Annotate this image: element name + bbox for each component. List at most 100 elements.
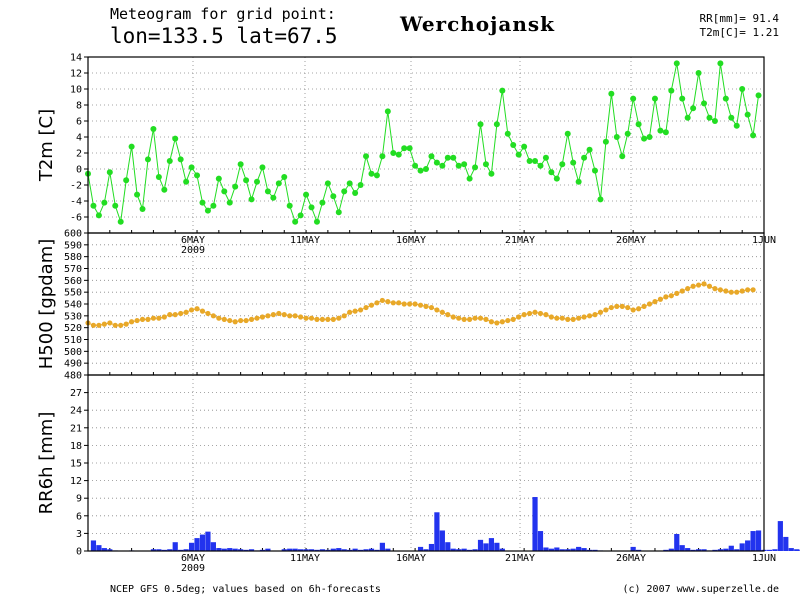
data-point-h500	[717, 287, 723, 293]
data-point-h500	[112, 322, 118, 328]
y-tick-label: 2	[76, 149, 82, 160]
x-tick-label: 11MAY	[290, 553, 320, 564]
bar-rr6h	[701, 549, 707, 551]
copyright-note: (c) 2007 www.superzelle.de	[622, 584, 779, 595]
data-point-h500	[308, 315, 315, 321]
data-point-t2m	[684, 114, 691, 121]
bar-rr6h	[188, 542, 195, 551]
data-point-h500	[641, 303, 647, 309]
data-point-t2m	[733, 122, 740, 129]
data-point-h500	[134, 317, 140, 324]
data-point-h500	[401, 301, 407, 307]
bar-rr6h	[783, 536, 789, 551]
data-point-h500	[216, 315, 222, 321]
data-point-h500	[510, 316, 516, 322]
data-point-t2m	[450, 154, 457, 161]
data-point-t2m	[270, 194, 277, 201]
bar-rr6h	[336, 548, 342, 551]
bar-rr6h	[772, 549, 778, 551]
y-tick-label: -4	[70, 197, 82, 208]
y-tick-label: 6	[76, 117, 82, 128]
bar-rr6h	[723, 548, 729, 551]
bar-rr6h	[570, 548, 576, 551]
bar-rr6h	[734, 549, 740, 551]
data-point-t2m	[237, 161, 244, 168]
data-point-t2m	[537, 162, 544, 169]
data-point-t2m	[319, 199, 326, 206]
data-point-h500	[336, 315, 342, 321]
data-point-t2m	[335, 209, 342, 216]
data-point-t2m	[275, 180, 282, 187]
data-point-t2m	[183, 178, 190, 185]
y-tick-label: 590	[64, 240, 82, 251]
bar-rr6h	[221, 548, 227, 551]
bar-rr6h	[543, 547, 549, 551]
data-point-h500	[695, 282, 702, 288]
data-point-t2m	[433, 159, 440, 166]
data-point-h500	[276, 310, 282, 317]
bar-rr6h	[434, 512, 440, 551]
data-point-t2m	[482, 161, 489, 168]
bar-rr6h	[265, 548, 271, 551]
data-point-t2m	[134, 191, 141, 198]
data-point-h500	[461, 316, 467, 322]
data-point-t2m	[472, 164, 479, 171]
data-point-t2m	[586, 146, 593, 153]
data-point-h500	[477, 315, 484, 321]
x-tick-label: 6MAY	[181, 553, 205, 564]
bar-rr6h	[477, 539, 484, 551]
data-point-h500	[396, 300, 402, 306]
y-tick-label: 520	[64, 323, 82, 334]
data-point-t2m	[466, 175, 473, 182]
data-point-t2m	[155, 174, 162, 180]
bar-rr6h	[227, 548, 233, 551]
bar-rr6h	[488, 538, 495, 551]
bar-rr6h	[199, 534, 206, 551]
data-point-t2m	[619, 153, 626, 160]
data-point-h500	[407, 301, 413, 307]
data-point-h500	[101, 321, 107, 327]
bar-rr6h	[445, 542, 451, 551]
bar-rr6h	[450, 548, 456, 551]
data-point-h500	[161, 314, 167, 320]
bar-rr6h	[156, 549, 162, 551]
data-point-t2m	[711, 118, 718, 124]
data-point-h500	[194, 306, 200, 312]
data-point-h500	[592, 312, 598, 318]
data-point-h500	[456, 315, 462, 321]
bar-rr6h	[194, 538, 200, 551]
data-point-h500	[107, 320, 113, 326]
data-point-t2m	[308, 204, 315, 211]
data-point-h500	[619, 303, 625, 309]
x-tick-label: 1JUN	[752, 553, 776, 564]
bar-rr6h	[232, 548, 238, 551]
data-point-t2m	[341, 188, 348, 195]
data-point-t2m	[581, 154, 588, 161]
bar-rr6h	[90, 540, 97, 551]
data-point-t2m	[352, 190, 359, 196]
data-point-h500	[385, 299, 391, 305]
y-tick-label: 600	[64, 229, 82, 240]
data-point-t2m	[559, 161, 566, 168]
data-point-h500	[221, 316, 227, 322]
data-point-t2m	[188, 164, 195, 171]
data-point-t2m	[194, 172, 201, 179]
data-point-h500	[199, 308, 206, 314]
data-point-h500	[597, 309, 604, 315]
data-point-t2m	[357, 182, 364, 188]
bar-rr6h	[461, 548, 467, 551]
data-point-h500	[145, 316, 151, 322]
data-point-t2m	[750, 132, 757, 139]
data-point-t2m	[575, 178, 582, 185]
data-point-t2m	[728, 114, 735, 121]
data-point-h500	[614, 303, 620, 309]
x-tick-label: 21MAY	[505, 235, 535, 246]
data-point-t2m	[532, 158, 539, 164]
panel-frame	[87, 56, 765, 234]
data-point-t2m	[401, 145, 408, 152]
temperature-mean: T2m[C]= 1.21	[699, 26, 779, 39]
data-point-h500	[526, 310, 533, 317]
data-point-t2m	[657, 127, 664, 134]
data-point-t2m	[673, 60, 680, 67]
y-tick-label: 18	[70, 441, 82, 452]
